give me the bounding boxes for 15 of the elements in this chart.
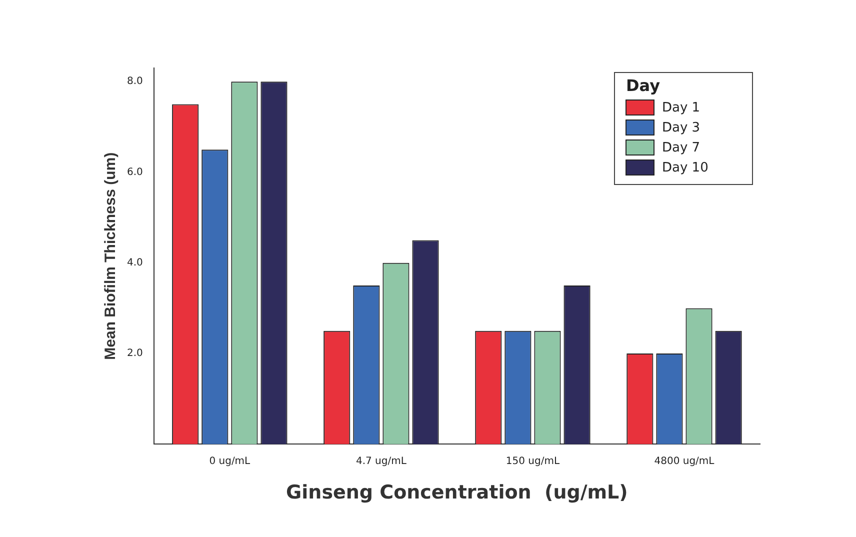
x-tick-label: 4800 ug/mL	[654, 456, 715, 467]
legend-label: Day 10	[662, 160, 708, 176]
legend-label: Day 1	[662, 100, 700, 116]
x-tick-label: 150 ug/mL	[506, 456, 560, 467]
y-tick-label: 8.0	[126, 76, 143, 88]
x-tick-label: 4.7 ug/mL	[356, 456, 407, 467]
legend-title: Day	[626, 76, 661, 96]
y-axis-title: Mean Biofilm Thickness (um)	[102, 152, 120, 360]
x-axis-title: Ginseng Concentration (ug/mL)	[286, 482, 628, 504]
y-tick-label: 2.0	[126, 348, 143, 360]
x-tick-label: 0 ug/mL	[209, 456, 251, 467]
legend-label: Day 7	[662, 140, 700, 156]
legend-label: Day 3	[662, 120, 700, 136]
y-tick-label: 6.0	[126, 166, 143, 178]
y-tick-label: 4.0	[126, 257, 143, 268]
